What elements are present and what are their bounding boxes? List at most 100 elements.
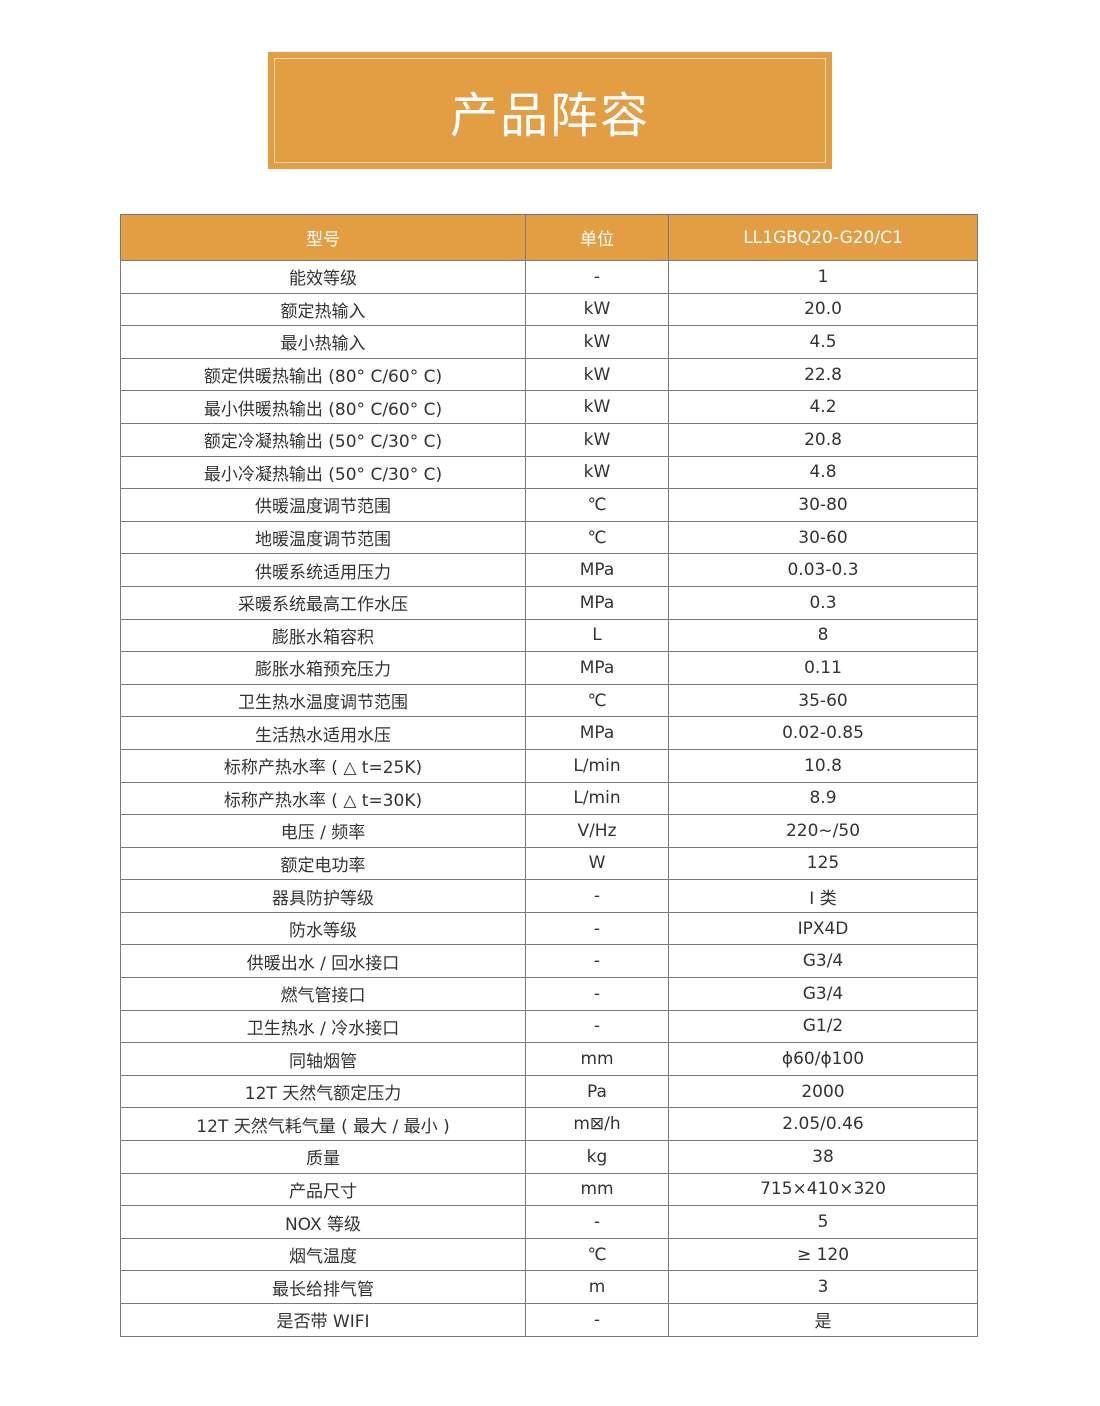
- table-row: 器具防护等级 - I 类: [120, 879, 978, 913]
- table-row: 额定供暖热输出 (80° C/60° C) kW 22.8: [120, 357, 978, 392]
- param-name: 最长给排气管: [120, 1270, 526, 1304]
- table-row: 防水等级 - IPX4D: [120, 911, 978, 946]
- table-row: 额定热输入 kW 20.0: [120, 292, 978, 327]
- param-value: 220~/50: [668, 814, 978, 848]
- table-header-row: 型号 单位 LL1GBQ20-G20/C1: [120, 214, 978, 261]
- param-value: 0.02-0.85: [668, 716, 978, 750]
- param-value: 715×410×320: [668, 1172, 978, 1207]
- param-value: 30-60: [668, 520, 978, 555]
- param-value: G3/4: [668, 977, 978, 1011]
- table-row: 12T 天然气耗气量 ( 最大 / 最小 ) m⊠/h 2.05/0.46: [120, 1107, 978, 1142]
- param-unit: L/min: [525, 748, 669, 783]
- table-row: 同轴烟管 mm ϕ60/ϕ100: [120, 1042, 978, 1076]
- table-row: 质量 kg 38: [120, 1140, 978, 1174]
- param-value: 5: [668, 1205, 978, 1239]
- param-value: 0.11: [668, 651, 978, 685]
- param-unit: ℃: [525, 1237, 669, 1272]
- table-row: 标称产热水率 ( △ t=30K) L/min 8.9: [120, 781, 978, 816]
- param-value: 8.9: [668, 781, 978, 816]
- param-name: 额定供暖热输出 (80° C/60° C): [120, 357, 526, 392]
- param-name: 防水等级: [120, 911, 526, 946]
- param-name: 12T 天然气耗气量 ( 最大 / 最小 ): [120, 1107, 526, 1142]
- table-row: NOX 等级 -5: [120, 1205, 978, 1239]
- table-row: 生活热水适用水压 MPa 0.02-0.85: [120, 716, 978, 750]
- param-name: 膨胀水箱容积: [120, 618, 526, 653]
- table-row: 膨胀水箱容积 L 8: [120, 618, 978, 653]
- param-name: 产品尺寸: [120, 1172, 526, 1207]
- param-unit: L: [525, 618, 669, 653]
- banner-frame: 产品阵容: [274, 58, 826, 163]
- param-value: ϕ60/ϕ100: [668, 1042, 978, 1076]
- table-row: 最小热输入 kW 4.5: [120, 325, 978, 359]
- table-row: 额定电功率 W 125: [120, 846, 978, 881]
- table-row: 供暖系统适用压力 MPa 0.03-0.3: [120, 553, 978, 587]
- param-unit: ℃: [525, 683, 669, 718]
- table-row: 是否带 WIFI - 是: [120, 1303, 978, 1337]
- param-name: 卫生热水温度调节范围: [120, 683, 526, 718]
- param-value: 4.5: [668, 325, 978, 359]
- param-unit: kW: [525, 325, 669, 359]
- param-name: 卫生热水 / 冷水接口: [120, 1009, 526, 1044]
- table-row: 12T 天然气额定压力 Pa 2000: [120, 1074, 978, 1109]
- param-value: 2.05/0.46: [668, 1107, 978, 1142]
- table-row: 能效等级 -1: [120, 260, 978, 294]
- param-value: 1: [668, 260, 978, 294]
- param-unit: -: [525, 944, 669, 979]
- param-value: 0.03-0.3: [668, 553, 978, 587]
- param-unit: -: [525, 879, 669, 913]
- table-row: 供暖温度调节范围 ℃ 30-80: [120, 488, 978, 522]
- spec-table: 型号 单位 LL1GBQ20-G20/C1 能效等级 -1 额定热输入 kW 20.0 最…: [120, 214, 978, 1337]
- param-unit: m⊠/h: [525, 1107, 669, 1142]
- param-value: 35-60: [668, 683, 978, 718]
- param-name: 质量: [120, 1140, 526, 1174]
- param-unit: kW: [525, 292, 669, 327]
- param-value: 0.3: [668, 585, 978, 620]
- param-unit: Pa: [525, 1074, 669, 1109]
- param-name: 最小冷凝热输出 (50° C/30° C): [120, 455, 526, 490]
- table-row: 卫生热水温度调节范围 ℃ 35-60: [120, 683, 978, 718]
- param-value: IPX4D: [668, 911, 978, 946]
- param-value: G3/4: [668, 944, 978, 979]
- param-value: 3: [668, 1270, 978, 1304]
- param-name: 额定热输入: [120, 292, 526, 327]
- param-unit: mm: [525, 1172, 669, 1207]
- param-name: NOX 等级: [120, 1205, 526, 1239]
- param-unit: m: [525, 1270, 669, 1304]
- table-row: 最小冷凝热输出 (50° C/30° C) kW 4.8: [120, 455, 978, 490]
- param-name: 能效等级: [120, 260, 526, 294]
- param-name: 标称产热水率 ( △ t=30K): [120, 781, 526, 816]
- page-title: 产品阵容: [449, 87, 650, 144]
- param-name: 最小热输入: [120, 325, 526, 359]
- table-row: 最小供暖热输出 (80° C/60° C) kW 4.2: [120, 390, 978, 424]
- param-value: 30-80: [668, 488, 978, 522]
- param-unit: kW: [525, 357, 669, 392]
- table-row: 地暖温度调节范围 ℃ 30-60: [120, 520, 978, 555]
- param-unit: -: [525, 977, 669, 1011]
- param-unit: kW: [525, 422, 669, 457]
- param-unit: -: [525, 1303, 669, 1337]
- table-row: 额定冷凝热输出 (50° C/30° C) kW 20.8: [120, 422, 978, 457]
- param-unit: ℃: [525, 520, 669, 555]
- param-value: 2000: [668, 1074, 978, 1109]
- param-value: 8: [668, 618, 978, 653]
- table-row: 采暖系统最高工作水压 MPa 0.3: [120, 585, 978, 620]
- param-value: 20.8: [668, 422, 978, 457]
- table-row: 膨胀水箱预充压力 MPa 0.11: [120, 651, 978, 685]
- param-name: 生活热水适用水压: [120, 716, 526, 750]
- param-unit: MPa: [525, 651, 669, 685]
- param-value: 10.8: [668, 748, 978, 783]
- param-value: 是: [668, 1303, 978, 1337]
- param-unit: -: [525, 1009, 669, 1044]
- param-unit: MPa: [525, 585, 669, 620]
- param-value: ≥ 120: [668, 1237, 978, 1272]
- table-row: 烟气温度 ℃ ≥ 120: [120, 1237, 978, 1272]
- param-name: 器具防护等级: [120, 879, 526, 913]
- param-name: 电压 / 频率: [120, 814, 526, 848]
- table-row: 卫生热水 / 冷水接口 - G1/2: [120, 1009, 978, 1044]
- param-value: 4.8: [668, 455, 978, 490]
- param-name: 烟气温度: [120, 1237, 526, 1272]
- header-unit: 单位: [525, 214, 669, 261]
- param-name: 是否带 WIFI: [120, 1303, 526, 1337]
- table-row: 产品尺寸 mm 715×410×320: [120, 1172, 978, 1207]
- param-name: 标称产热水率 ( △ t=25K): [120, 748, 526, 783]
